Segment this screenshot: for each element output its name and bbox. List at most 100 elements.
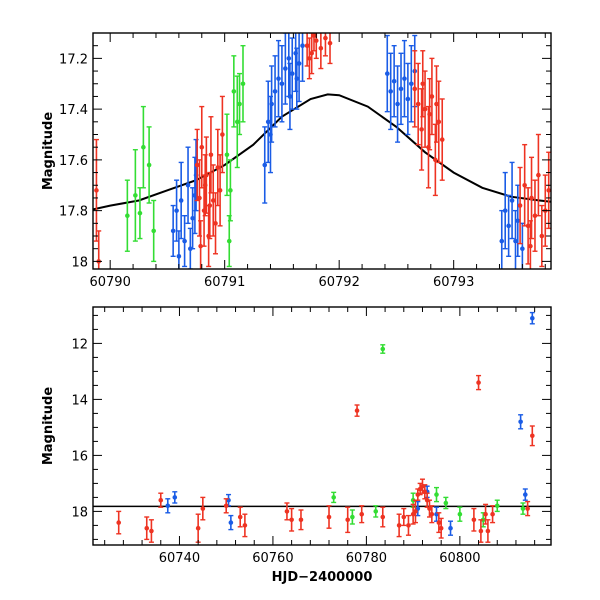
data-point [287, 62, 293, 131]
data-point [535, 133, 541, 217]
data-point [198, 220, 204, 269]
y-tick-label: 17.4 [59, 103, 88, 118]
data-point [240, 44, 246, 123]
data-point [298, 509, 304, 531]
x-tick-label: 60792 [318, 275, 359, 290]
x-tick-label: 60780 [346, 551, 387, 566]
data-point [322, 33, 328, 57]
data-point [395, 65, 401, 143]
data-point [539, 204, 545, 268]
data-point [509, 161, 515, 240]
data-point [231, 55, 237, 128]
x-axis-label: HJD−2400000 [272, 570, 373, 585]
data-point [294, 47, 300, 110]
data-point [373, 505, 379, 518]
x-tick-label: 60760 [252, 551, 293, 566]
data-point [237, 506, 243, 528]
data-point [158, 492, 164, 508]
data-point [223, 498, 229, 514]
data-point [176, 230, 182, 269]
plot-frame [92, 306, 552, 546]
data-point [187, 227, 193, 269]
x-tick-label: 60800 [439, 551, 480, 566]
data-point [483, 503, 489, 525]
data-point [144, 516, 150, 541]
data-point [405, 62, 411, 136]
y-axis-label: Magnitude [41, 387, 56, 466]
data-point [170, 204, 176, 258]
y-tick-label: 17.8 [59, 205, 88, 220]
data-point [185, 146, 191, 225]
data-point [546, 151, 551, 230]
data-point [326, 505, 332, 529]
data-point [178, 161, 184, 240]
data-point [140, 105, 146, 189]
data-point [354, 404, 360, 417]
y-tick-label: 16 [71, 449, 88, 464]
y-tick-label: 14 [71, 393, 88, 408]
data-point [439, 98, 445, 181]
data-point [192, 156, 198, 235]
data-point [227, 159, 233, 222]
data-point [300, 33, 306, 82]
data-point [217, 154, 223, 227]
data-point [359, 505, 365, 524]
data-point [132, 149, 138, 242]
data-point [349, 509, 355, 525]
data-point [318, 33, 324, 70]
data-point [532, 179, 538, 252]
data-point [380, 506, 386, 528]
data-point [527, 220, 533, 269]
data-point [388, 52, 394, 131]
data-point [443, 496, 449, 510]
data-point [391, 44, 397, 118]
top-light-curve-panel: 60790 60791 60792 60793 17.2 17.4 17.6 17.8 18 Ma… [41, 32, 552, 290]
y-tick-label: 18 [71, 255, 88, 270]
data-point [471, 507, 477, 532]
data-point [412, 50, 418, 128]
data-point [457, 506, 463, 522]
data-point [172, 491, 178, 504]
data-point [311, 33, 317, 52]
y-axis-label: Magnitude [41, 112, 56, 191]
data-point [478, 519, 484, 543]
data-point [200, 496, 206, 521]
data-point [306, 37, 312, 80]
data-point [420, 50, 426, 118]
data-point [522, 488, 528, 501]
data-point [289, 507, 295, 532]
data-point [279, 44, 285, 123]
data-point [124, 179, 130, 252]
y-tick-label: 18 [71, 505, 88, 520]
data-point [228, 514, 234, 531]
data-point [401, 39, 407, 118]
data-point [267, 95, 273, 174]
data-point [165, 498, 171, 514]
data-point [529, 311, 535, 325]
data-point [272, 55, 278, 128]
x-tick-label: 60790 [89, 275, 130, 290]
data-point [327, 33, 333, 65]
data-point [151, 199, 157, 263]
data-point [517, 166, 523, 245]
data-point [415, 62, 421, 146]
data-point [207, 171, 213, 240]
y-tick-label: 12 [71, 337, 88, 352]
data-point [226, 215, 232, 268]
data-point [262, 126, 268, 204]
data-point [219, 95, 225, 174]
data-point [434, 65, 439, 143]
data-point [331, 491, 337, 504]
data-point [345, 506, 351, 534]
data-point [448, 520, 454, 536]
data-point [313, 33, 319, 60]
data-point [518, 414, 524, 430]
data-point [476, 374, 482, 391]
data-point [384, 34, 390, 113]
data-point [396, 513, 402, 538]
data-point [502, 171, 508, 250]
data-point [520, 502, 526, 515]
data-point [182, 215, 188, 268]
data-point [237, 72, 243, 136]
